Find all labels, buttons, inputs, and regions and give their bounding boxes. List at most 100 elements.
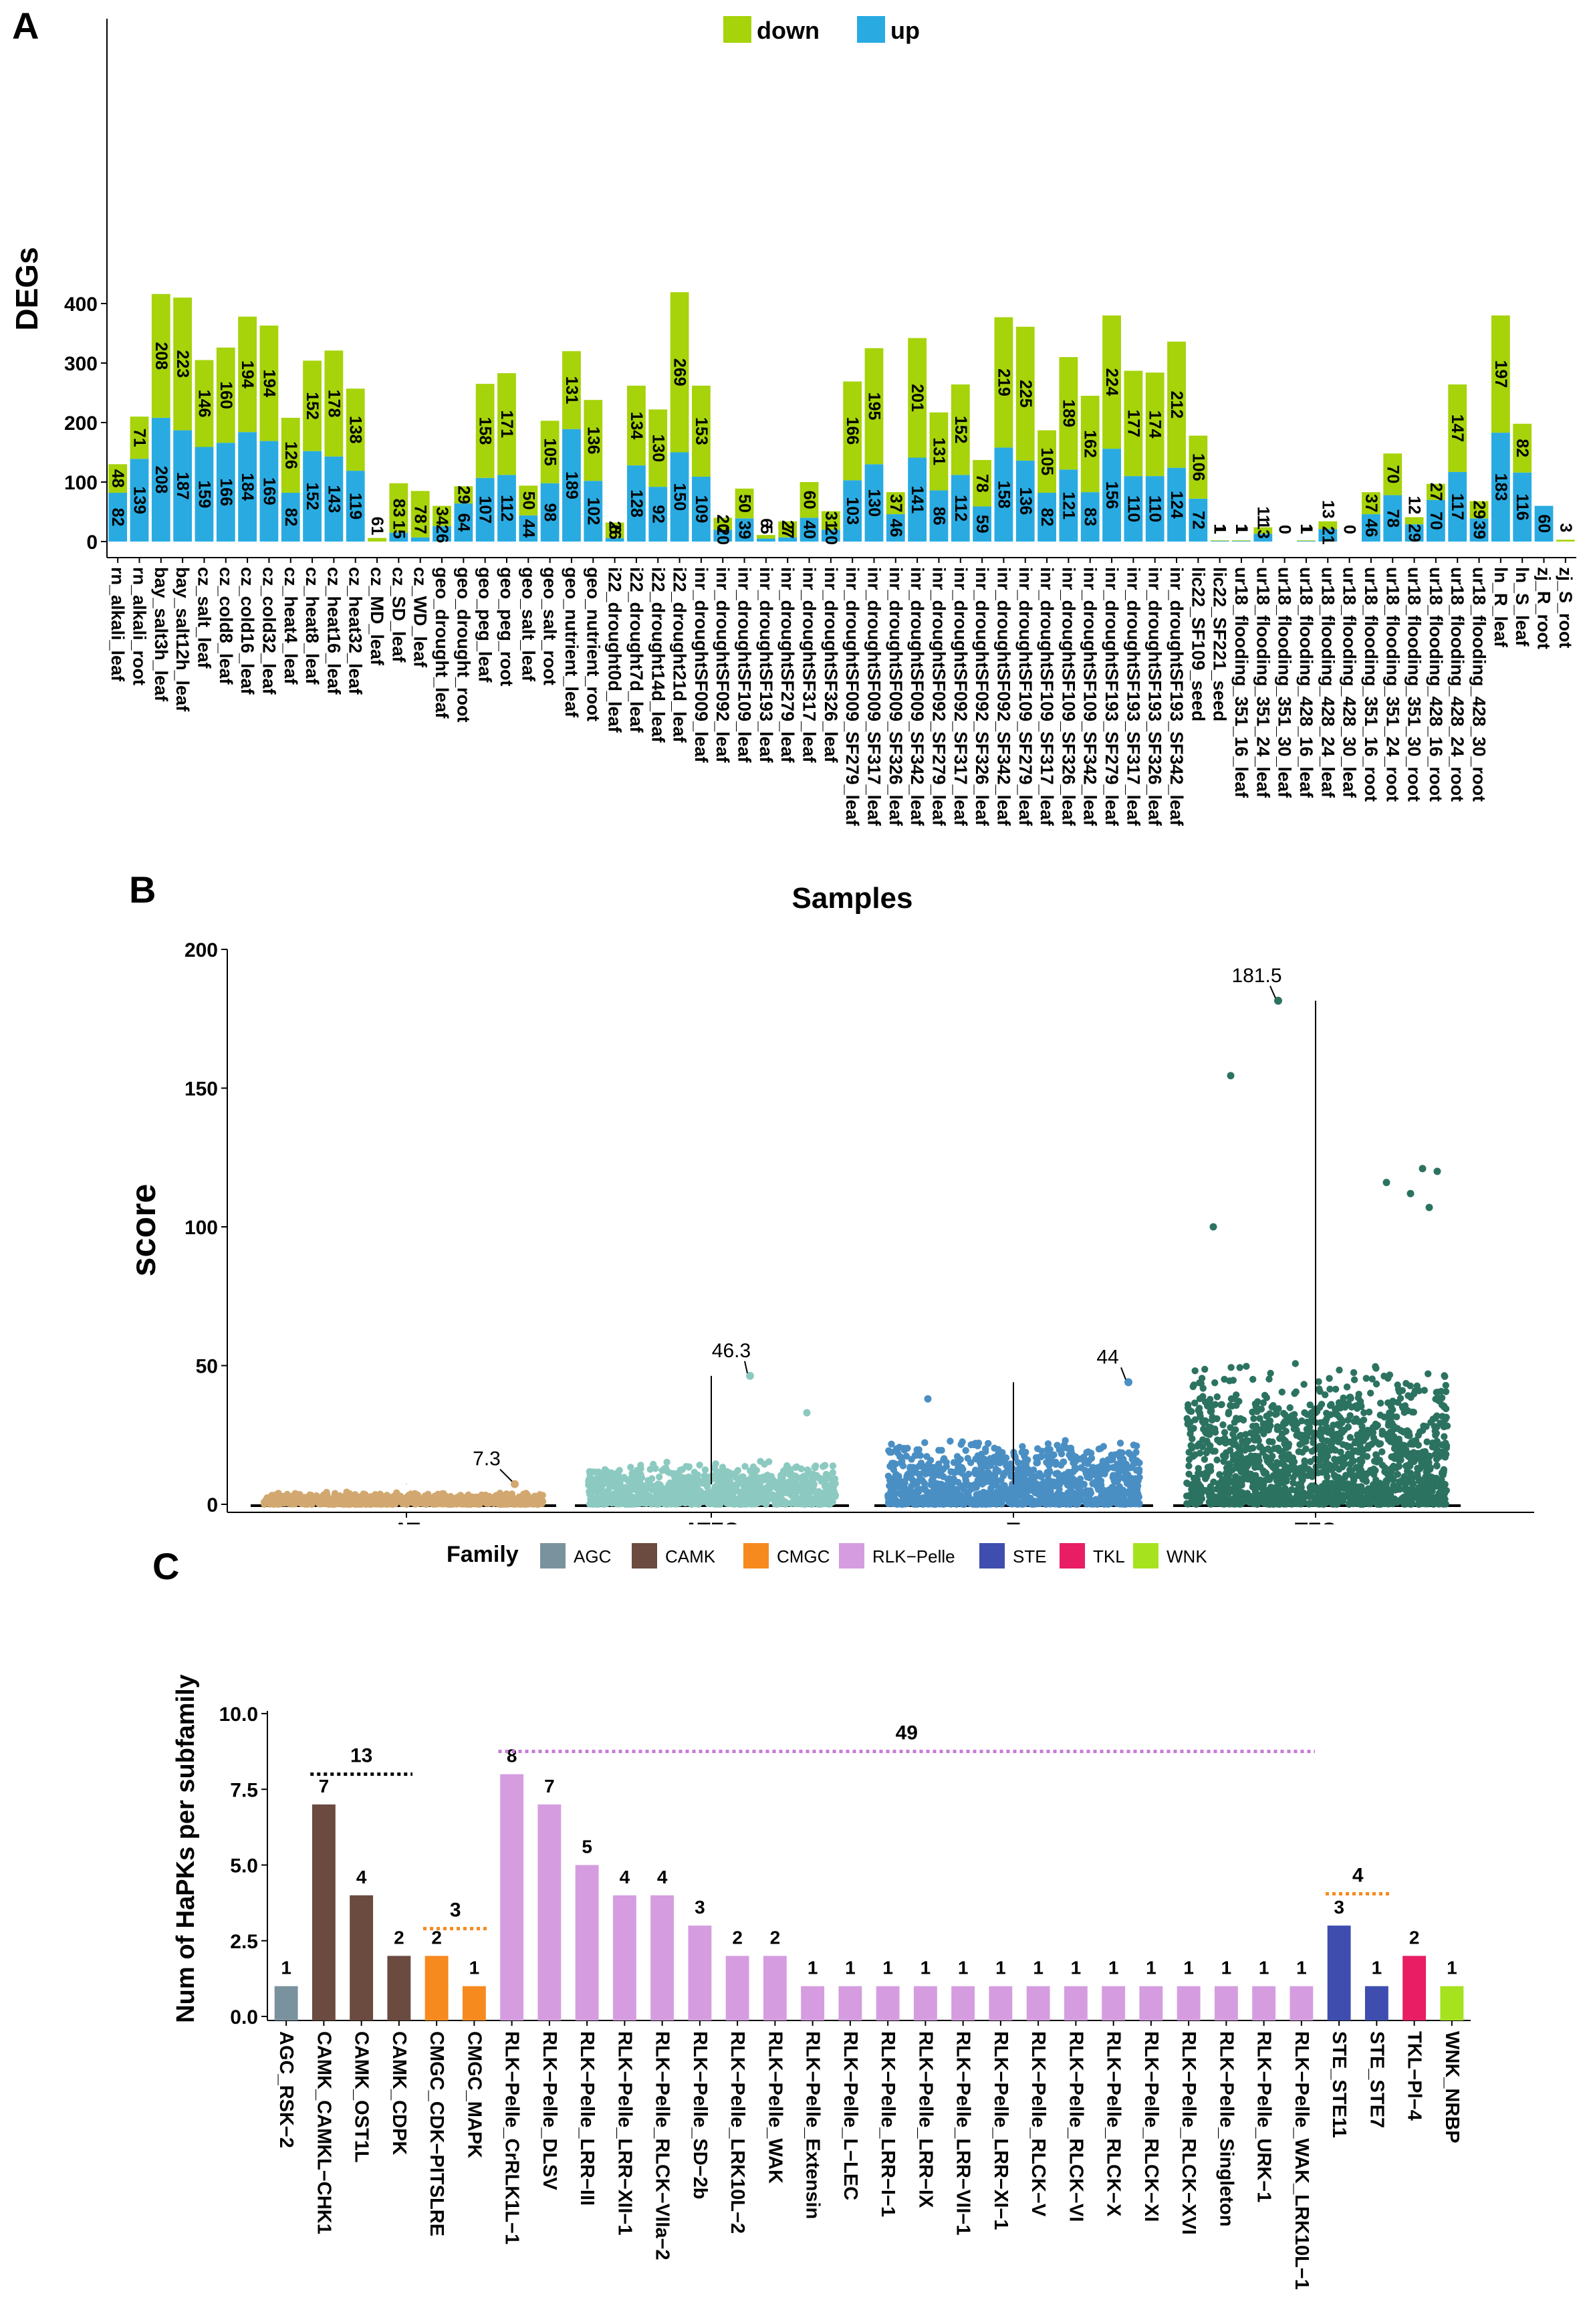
a-down-label: 208 — [152, 342, 170, 370]
a-x-tick-label: cz_SD_leaf — [388, 567, 408, 663]
b-point — [534, 1500, 542, 1508]
b-point — [323, 1488, 330, 1496]
b-point — [1122, 1500, 1129, 1508]
b-point — [1252, 1423, 1259, 1430]
a-bar-down — [951, 384, 970, 475]
a-down-label: 50 — [735, 494, 754, 513]
a-up-label: 46 — [886, 519, 905, 538]
a-up-label: 7 — [411, 525, 430, 534]
b-point — [1390, 1425, 1397, 1433]
a-up-label: 70 — [1427, 511, 1445, 530]
a-bar-down — [1253, 527, 1273, 534]
b-point — [1437, 1484, 1445, 1492]
a-bar-up — [1080, 492, 1100, 542]
a-up-label: 112 — [951, 495, 970, 521]
c-legend-label: RLK−Pelle — [872, 1546, 955, 1566]
a-down-label: 27 — [1427, 483, 1445, 501]
b-point — [1217, 1496, 1225, 1503]
b-point — [656, 1473, 663, 1481]
a-x-tick-label: ur18_flooding_351_30_leaf — [1275, 567, 1295, 798]
b-point — [1360, 1416, 1368, 1423]
a-bar-down — [1362, 492, 1380, 515]
b-point — [1272, 1484, 1280, 1491]
a-down-label: 126 — [281, 441, 300, 469]
a-down-label: 11 — [1253, 506, 1272, 524]
a-bar-up — [1167, 467, 1186, 542]
a-bar-up — [713, 530, 733, 542]
a-x-tick-label: i22_drought14d_leaf — [648, 567, 668, 743]
c-x-tick-label: AGC_RSK−2 — [275, 2031, 297, 2148]
b-point — [1273, 1445, 1280, 1452]
a-bar-down — [713, 517, 733, 530]
b-point — [1397, 1444, 1404, 1451]
b-point — [1035, 1454, 1044, 1461]
c-bar — [500, 1774, 524, 2020]
a-x-tick-label: ln_R_leaf — [1491, 567, 1511, 648]
b-max-leader — [1269, 985, 1276, 999]
a-bar-up — [1534, 505, 1554, 542]
b-point — [1279, 1449, 1287, 1456]
b-point — [638, 1474, 646, 1482]
a-bar-up — [1102, 449, 1121, 542]
c-x-tick-label: TKL−Pl−4 — [1404, 2031, 1425, 2121]
b-point — [447, 1500, 454, 1508]
c-bar — [989, 1986, 1013, 2020]
b-point — [1225, 1487, 1233, 1494]
b-point — [1314, 1488, 1321, 1496]
b-point — [1397, 1427, 1404, 1434]
b-point — [921, 1480, 929, 1487]
b-point — [1280, 1409, 1288, 1417]
a-y-tick-label: 100 — [64, 472, 98, 494]
b-point — [754, 1474, 761, 1482]
c-x-tick-label: RLK−Pelle_Extensin — [802, 2031, 824, 2219]
b-point — [1372, 1420, 1379, 1428]
b-point — [1421, 1483, 1428, 1490]
b-point — [517, 1494, 525, 1501]
b-point — [974, 1442, 981, 1449]
b-point — [1251, 1436, 1258, 1444]
c-bar — [312, 1804, 336, 2020]
a-up-label: 119 — [346, 493, 365, 519]
a-x-tick-label: cz_cold32_leaf — [259, 567, 279, 695]
b-point — [1389, 1438, 1396, 1445]
c-x-tick-label: RLK−Pelle_CrRLK1L−1 — [501, 2031, 523, 2244]
b-point — [710, 1490, 717, 1498]
a-bar-down — [1102, 315, 1121, 449]
c-x-tick-label: CAMK_CDPK — [388, 2031, 410, 2155]
a-down-label: 138 — [346, 416, 365, 444]
c-value-label: 1 — [1183, 1958, 1194, 1978]
b-point — [1326, 1385, 1334, 1393]
b-point — [1394, 1471, 1401, 1478]
a-up-label: 82 — [1037, 508, 1056, 527]
b-point — [1033, 1472, 1042, 1480]
b-point — [1020, 1486, 1027, 1494]
b-point — [1096, 1466, 1103, 1474]
a-down-label: 212 — [1167, 390, 1186, 419]
b-point — [1054, 1441, 1061, 1449]
b-point — [998, 1500, 1005, 1508]
b-point — [655, 1481, 663, 1488]
b-point — [420, 1494, 428, 1502]
b-y-axis-title: score — [124, 1184, 163, 1277]
b-point — [1269, 1438, 1276, 1445]
b-point — [1253, 1453, 1260, 1460]
b-point — [779, 1468, 787, 1475]
b-point — [1394, 1486, 1402, 1493]
a-bar-down — [1404, 517, 1424, 525]
b-point — [1071, 1464, 1079, 1471]
b-point — [896, 1453, 904, 1460]
b-point — [637, 1462, 644, 1469]
b-point — [485, 1500, 493, 1507]
b-point — [1046, 1445, 1054, 1454]
c-x-tick-label: RLK−Pelle_LRR−VII−1 — [953, 2031, 974, 2235]
b-point — [1362, 1473, 1369, 1480]
b-point — [1109, 1456, 1116, 1464]
a-bar-down — [584, 400, 603, 481]
b-point — [1368, 1375, 1376, 1383]
a-up-label: 183 — [1491, 473, 1510, 501]
a-up-label: 20 — [713, 526, 732, 545]
b-point — [787, 1500, 795, 1507]
a-bar-down — [648, 409, 668, 487]
b-point — [1336, 1456, 1343, 1463]
b-x-tick-label: T — [1007, 1518, 1020, 1524]
